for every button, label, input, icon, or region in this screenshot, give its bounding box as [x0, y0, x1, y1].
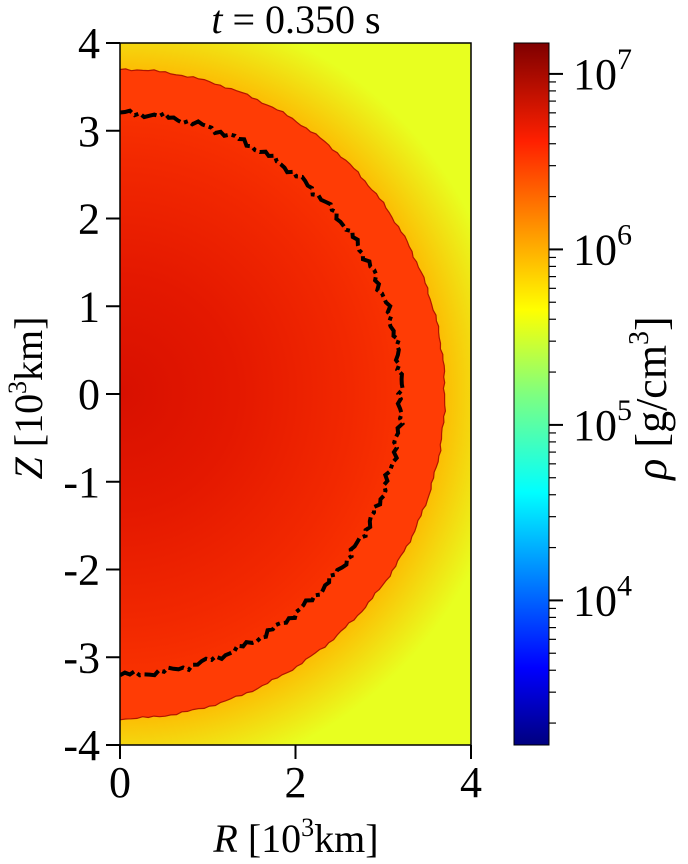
x-axis-label: R [103km] [212, 813, 378, 861]
y-tick-label: 3 [78, 107, 100, 156]
plot-area [120, 43, 471, 745]
y-tick-label: 2 [78, 195, 100, 244]
colorbar-tick-label: 105 [573, 394, 632, 450]
x-axis: 0 2 4 [109, 745, 482, 807]
inner-dense-region [120, 110, 403, 676]
y-tick-label: -2 [63, 546, 100, 595]
y-axis-label: Z [103km] [3, 316, 51, 479]
colorbar-tick-label: 107 [573, 43, 632, 99]
colorbar-tick-label: 104 [573, 569, 632, 625]
y-tick-label: -3 [63, 633, 100, 682]
y-tick-label: 1 [78, 282, 100, 331]
colorbar-tick-label: 106 [573, 218, 632, 274]
y-tick-label: -1 [63, 458, 100, 507]
x-tick-label: 0 [109, 758, 131, 807]
contour-line [120, 108, 405, 678]
x-tick-label: 4 [460, 758, 482, 807]
y-tick-label: 4 [78, 19, 100, 68]
x-tick-label: 2 [285, 758, 307, 807]
colorbar: 104 105 106 107 [513, 42, 632, 746]
y-tick-label: 0 [78, 370, 100, 419]
chart-title: t = 0.350 s [211, 0, 380, 42]
colorbar-gradient [513, 42, 550, 746]
colorbar-ticks: 104 105 106 107 [549, 43, 632, 724]
y-axis: 4 3 2 1 0 -1 -2 -3 -4 [63, 19, 120, 770]
colorbar-label: ρ [g/cm3] [624, 316, 676, 481]
y-tick-label: -4 [63, 721, 100, 770]
